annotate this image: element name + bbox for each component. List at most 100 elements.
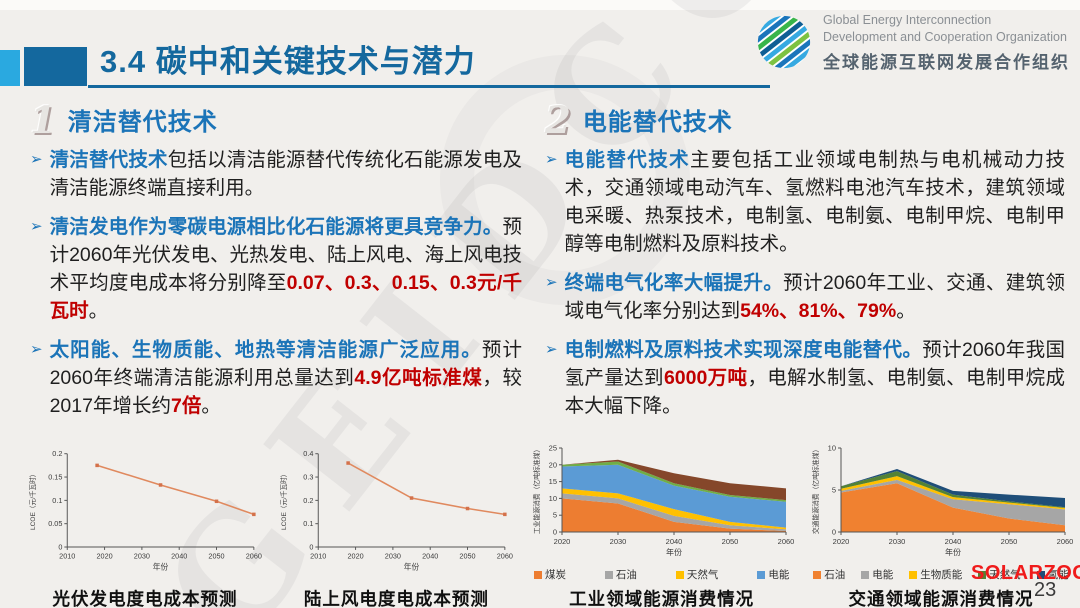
svg-text:LCOE（元/千瓦时）: LCOE（元/千瓦时） <box>28 471 37 530</box>
svg-text:0.15: 0.15 <box>48 472 62 481</box>
chart-transport-energy: 0 5 10 2020 2030 2040 2050 2060 年份 交通能源消费（亿吨标准煤） … <box>808 440 1074 608</box>
svg-text:年份: 年份 <box>945 547 961 557</box>
legend-label: 天然气 <box>686 569 719 581</box>
legend-item: 氢能 <box>1036 567 1069 582</box>
svg-text:2030: 2030 <box>609 537 626 546</box>
legend-swatch-icon <box>909 570 918 579</box>
legend-label: 天然气 <box>989 569 1021 581</box>
arrow-bullet-icon: ➢ <box>545 151 558 168</box>
bullet-item: ➢ 终端电气化率大幅提升。预计2060年工业、交通、建筑领域电气化率分别达到54%… <box>545 269 1065 325</box>
legend-item: 生物质能 <box>909 567 962 582</box>
bullet-text: 清洁发电作为零碳电源相比化石能源将更具竞争力。预计2060年光伏发电、光热发电、… <box>49 216 522 322</box>
solarzoom-watermark: SOLARZOOM <box>971 562 1080 584</box>
svg-text:0.2: 0.2 <box>304 496 314 505</box>
legend-label: 煤炭 <box>544 569 566 581</box>
legend-item: 天然气 <box>978 567 1021 582</box>
chart-pv-lcoe: 0 0.05 0.1 0.15 0.2 2010 2020 2030 2040 2050 2060 年… <box>26 444 264 608</box>
svg-text:0.1: 0.1 <box>52 496 62 505</box>
logo-text: Global Energy Interconnection Developmen… <box>823 12 1070 73</box>
page-title: 3.4 碳中和关键技术与潜力 <box>100 44 476 79</box>
top-strip <box>0 0 1080 10</box>
page-number: 23 <box>1034 579 1057 601</box>
svg-text:2010: 2010 <box>310 552 326 561</box>
svg-text:2020: 2020 <box>833 537 850 546</box>
legend-item: 电能 <box>861 567 893 582</box>
arrow-bullet-icon: ➢ <box>30 218 43 235</box>
svg-text:2030: 2030 <box>134 552 150 561</box>
bullet-text: 电制燃料及原料技术实现深度电能替代。预计2060年我国氢产量达到6000万吨，电… <box>564 339 1065 417</box>
svg-text:2060: 2060 <box>1057 537 1074 546</box>
svg-text:15: 15 <box>548 477 556 486</box>
svg-text:2040: 2040 <box>422 552 438 561</box>
svg-text:20: 20 <box>548 460 556 469</box>
svg-text:0.4: 0.4 <box>304 449 314 458</box>
chart-legend: 煤炭 石油 天然气 电能 <box>533 567 789 582</box>
svg-text:2050: 2050 <box>721 537 738 546</box>
logo-chinese: 全球能源互联网发展合作组织 <box>823 52 1070 72</box>
svg-text:2060: 2060 <box>246 552 262 561</box>
svg-text:2050: 2050 <box>1001 537 1018 546</box>
chart-caption: 光伏发电度电成本预测 <box>52 589 238 608</box>
svg-text:2040: 2040 <box>665 537 682 546</box>
svg-text:0.05: 0.05 <box>48 519 62 528</box>
legend-item: 煤炭 <box>533 567 566 582</box>
section-electric-substitution: 2 电能替代技术 ➢ 电能替代技术主要包括工业领域电制热与电机械动力技术，交通领域… <box>545 102 1065 431</box>
legend-label: 电能 <box>872 569 894 581</box>
chart-caption: 交通领域能源消费情况 <box>848 589 1034 608</box>
arrow-bullet-icon: ➢ <box>30 341 43 358</box>
bullet-text: 太阳能、生物质能、地热等清洁能源广泛应用。预计2060年终端清洁能源利用总量达到… <box>49 339 522 417</box>
svg-text:0: 0 <box>310 542 314 551</box>
legend-swatch-icon <box>978 570 987 579</box>
header-accent-cyan <box>0 50 20 86</box>
section-title: 清洁替代技术 <box>67 109 218 136</box>
svg-text:2020: 2020 <box>348 552 364 561</box>
svg-text:0: 0 <box>552 528 556 537</box>
svg-text:25: 25 <box>548 444 556 453</box>
logo-english-line1: Global Energy Interconnection <box>823 13 992 27</box>
charts-row: 0 0.05 0.1 0.15 0.2 2010 2020 2030 2040 2050 2060 年… <box>26 440 1074 608</box>
arrow-bullet-icon: ➢ <box>545 341 558 358</box>
bullet-list: ➢ 电能替代技术主要包括工业领域电制热与电机械动力技术，交通领域电动汽车、氢燃料电… <box>545 146 1065 420</box>
legend-item: 石油 <box>604 567 637 582</box>
svg-text:2040: 2040 <box>945 537 962 546</box>
legend-swatch-icon <box>1036 570 1045 579</box>
svg-text:2020: 2020 <box>553 537 570 546</box>
svg-text:0.2: 0.2 <box>52 449 62 458</box>
svg-text:年份: 年份 <box>666 547 682 557</box>
globe-icon <box>755 13 813 72</box>
legend-item: 石油 <box>813 567 845 582</box>
svg-text:2030: 2030 <box>889 537 906 546</box>
wind-lcoe-line-chart: 0 0.1 0.2 0.3 0.4 2010 2020 2030 2040 2050 2060 年份 L… <box>280 449 514 571</box>
svg-text:0: 0 <box>58 542 62 551</box>
bullet-text: 清洁替代技术包括以清洁能源替代传统化石能源发电及清洁能源终端直接利用。 <box>49 149 522 199</box>
transport-energy-area-chart: 0 5 10 2020 2030 2040 2050 2060 年份 交通能源消费（亿吨标准煤） <box>811 444 1074 558</box>
title-underline <box>88 85 770 88</box>
svg-text:2060: 2060 <box>497 552 513 561</box>
legend-swatch-icon <box>861 570 870 579</box>
chart-caption: 工业领域能源消费情况 <box>569 589 755 608</box>
section-number: 1 <box>30 98 56 142</box>
svg-text:2020: 2020 <box>96 552 112 561</box>
bullet-list: ➢ 清洁替代技术包括以清洁能源替代传统化石能源发电及清洁能源终端直接利用。 ➢ 清洁发… <box>30 146 522 420</box>
svg-text:年份: 年份 <box>153 561 169 571</box>
legend-swatch-icon <box>813 570 822 579</box>
legend-swatch-icon <box>675 570 684 579</box>
legend-swatch-icon <box>757 570 766 579</box>
header-accent-blue <box>24 47 87 86</box>
svg-text:年份: 年份 <box>404 561 420 571</box>
svg-text:0.3: 0.3 <box>304 472 314 481</box>
section-clean-substitution: 1 清洁替代技术 ➢ 清洁替代技术包括以清洁能源替代传统化石能源发电及清洁能源终端… <box>30 102 522 431</box>
section-heading-row: 1 清洁替代技术 <box>30 98 522 142</box>
chart-industry-energy: 0 5 10 15 20 25 2020 2030 2040 2050 2060 年份 工业能源消费（亿… <box>529 440 795 608</box>
svg-text:LCOE（元/千瓦时）: LCOE（元/千瓦时） <box>280 471 289 530</box>
legend-item: 电能 <box>757 567 789 582</box>
bullet-item: ➢ 电制燃料及原料技术实现深度电能替代。预计2060年我国氢产量达到6000万吨，… <box>545 336 1065 420</box>
svg-text:5: 5 <box>552 511 556 520</box>
section-heading-row: 2 电能替代技术 <box>545 102 1065 139</box>
svg-text:2040: 2040 <box>171 552 187 561</box>
svg-text:0: 0 <box>832 528 836 537</box>
legend-swatch-icon <box>604 570 613 579</box>
legend-swatch-icon <box>533 570 542 579</box>
svg-text:2050: 2050 <box>460 552 476 561</box>
legend-label: 生物质能 <box>920 569 963 581</box>
